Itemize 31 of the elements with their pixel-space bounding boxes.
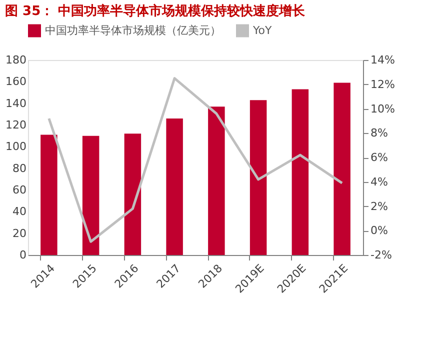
bar (82, 136, 100, 255)
y2-tick-label: 2% (370, 200, 388, 213)
legend-label: 中国功率半导体市场规模（亿美元） (45, 24, 221, 37)
y2-tick-label: -2% (370, 248, 392, 262)
y-tick-label: 180 (6, 54, 26, 66)
y-tick-label: 160 (6, 75, 26, 88)
legend-label: YoY (252, 24, 272, 37)
y-tick-label: 80 (12, 162, 26, 175)
y2-tick-label: 4% (370, 175, 388, 188)
bar (292, 89, 309, 255)
bar (166, 118, 183, 255)
y-tick-label: 100 (6, 140, 26, 154)
y2-tick-label: 14% (370, 54, 395, 66)
y2-tick-label: 10% (370, 102, 395, 116)
bar (124, 134, 142, 255)
chart-title: 图 35： 中国功率半导体市场规模保持较快速度增长 (5, 3, 306, 19)
y-tick-label: 40 (12, 205, 26, 218)
y-tick-label: 140 (6, 96, 26, 110)
bar (40, 134, 58, 255)
bar (334, 82, 350, 255)
y2-tick-label: 6% (370, 151, 388, 164)
line-series (48, 77, 344, 243)
bar (250, 100, 267, 255)
bar (208, 106, 225, 255)
y2-tick-label: 12% (370, 78, 395, 91)
y-tick-label: 20 (12, 226, 26, 240)
y2-tick-label: 8% (370, 126, 388, 140)
y2-tick-label: 0% (370, 224, 388, 238)
y-tick-label: 60 (12, 184, 26, 196)
y-tick-label: 0 (20, 248, 26, 262)
y-tick-label: 120 (6, 118, 26, 132)
